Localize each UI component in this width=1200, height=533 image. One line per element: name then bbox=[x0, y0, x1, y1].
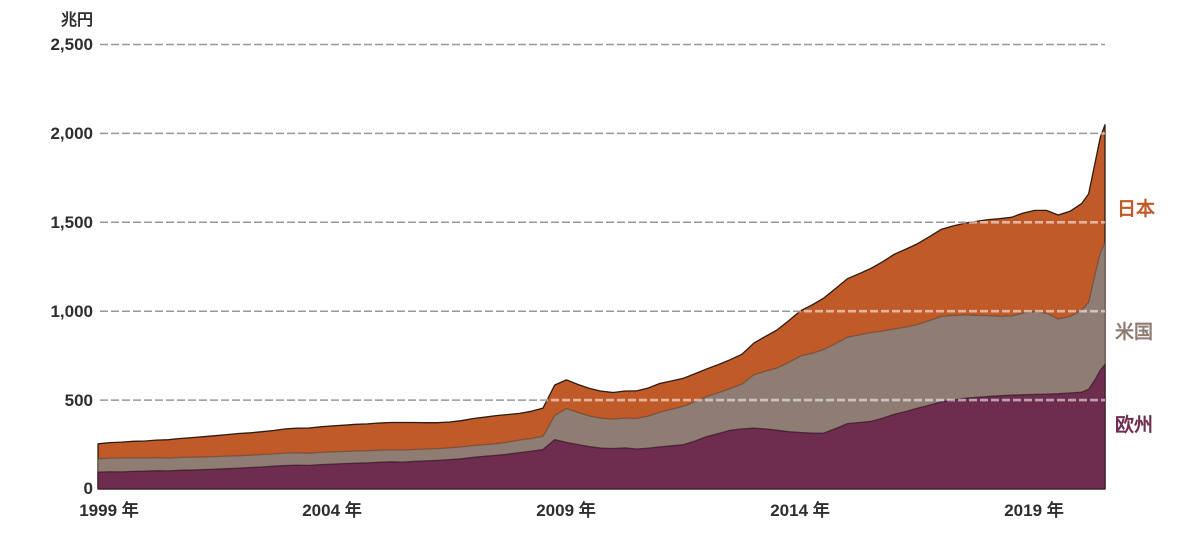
areas bbox=[97, 124, 1106, 490]
x-tick-2004: 2004 年 bbox=[302, 500, 362, 520]
y-tick-1500: 1,500 bbox=[50, 213, 93, 232]
y-axis-labels: 2,500 2,000 1,500 1,000 500 0 bbox=[50, 35, 93, 498]
x-tick-2019: 2019 年 bbox=[1004, 500, 1064, 520]
series-label-us: 米国 bbox=[1115, 320, 1153, 343]
x-tick-2014: 2014 年 bbox=[770, 500, 830, 520]
series-label-japan: 日本 bbox=[1117, 197, 1155, 220]
y-tick-500: 500 bbox=[65, 391, 93, 410]
x-axis-labels: 1999 年 2004 年 2009 年 2014 年 2019 年 bbox=[79, 500, 1064, 520]
y-tick-2500: 2,500 bbox=[50, 35, 93, 54]
x-tick-1999: 1999 年 bbox=[79, 500, 139, 520]
y-tick-1000: 1,000 bbox=[50, 302, 93, 321]
series-labels: 日本 米国 欧州 bbox=[1115, 197, 1155, 436]
y-tick-0: 0 bbox=[84, 479, 93, 498]
series-label-europe: 欧州 bbox=[1115, 413, 1153, 436]
y-axis-unit-label: 兆円 bbox=[61, 11, 93, 29]
y-tick-2000: 2,000 bbox=[50, 124, 93, 143]
x-tick-2009: 2009 年 bbox=[536, 500, 596, 520]
gridlines-over bbox=[100, 43, 1105, 402]
area-europe bbox=[97, 363, 1106, 490]
